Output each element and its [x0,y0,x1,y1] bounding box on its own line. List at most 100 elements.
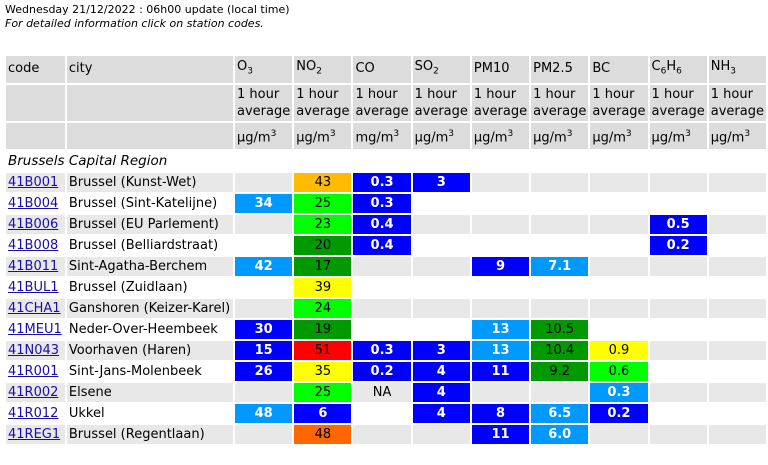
station-code-cell: 41B006 [6,214,65,234]
measurement-cell [649,361,707,381]
station-row: 41R002 Elsene 25 NA 4 0.3 [6,382,766,402]
measurement-cell [531,298,589,318]
air-quality-table: code city O3 NO2 CO SO2 PM10 PM2.5 BC C6H6 NH3 1 ho… [4,54,768,446]
measurement-cell [531,277,589,297]
measurement-cell: 25 [294,193,352,213]
measurement-cell [235,298,293,318]
measurement-cell: 11 [471,424,530,444]
measurement-cell [590,277,648,297]
station-row: 41B008 Brussel (Belliardstraat) 20 0.4 0.2 [6,235,766,255]
measurement-cell [235,235,293,255]
measurement-cell [708,424,766,444]
column-header-code-label: code [8,61,40,77]
measurement-cell: 9.2 [531,361,589,381]
measurement-cell: 19 [294,319,352,339]
station-code-link[interactable]: 41B008 [8,237,59,253]
unit-exponent: 3 [448,128,454,139]
column-header-city: city [66,56,234,83]
unit-label: µg/m3 [294,122,352,149]
measurement-cell [531,193,589,213]
station-code-cell: 41R012 [6,403,65,423]
measurement-cell [590,424,648,444]
station-code-link[interactable]: 41R002 [8,384,59,400]
column-header-pollutant: SO2 [412,56,470,83]
measurement-cell [471,298,530,318]
measurement-cell: 13 [471,340,530,360]
station-code-link[interactable]: 41REG1 [8,426,61,442]
measurement-cell [708,403,766,423]
measurement-cell [471,277,530,297]
measurement-cell: 0.5 [649,214,707,234]
measurement-cell: 4 [412,361,470,381]
column-header-pollutant: O3 [235,56,293,83]
measurement-cell: 20 [294,235,352,255]
station-code-link[interactable]: 41B011 [8,258,59,274]
station-code-link[interactable]: 41MEU1 [8,321,62,337]
station-code-link[interactable]: 41R012 [8,405,59,421]
column-header-pollutant: NO2 [294,56,352,83]
station-code-link[interactable]: 41B004 [8,195,59,211]
station-code-link[interactable]: 41R001 [8,363,59,379]
station-code-cell: 41N043 [6,340,65,360]
measurement-cell [708,340,766,360]
column-header-pollutant: PM2.5 [531,56,589,83]
station-city: Voorhaven (Haren) [66,340,234,360]
unit-text: µg/m [414,129,449,145]
measurement-cell [235,214,293,234]
measurement-cell [649,172,707,192]
station-code-cell: 41B008 [6,235,65,255]
measurement-cell: 0.6 [590,361,648,381]
unit-exponent: 3 [329,128,336,139]
measurement-cell: 0.3 [590,382,648,402]
station-code-link[interactable]: 41B001 [8,174,59,190]
averaging-period: 1 hour average [412,84,470,121]
header-blank [6,84,65,121]
column-header-pollutant: PM10 [471,56,530,83]
measurement-cell [353,319,411,339]
pollutant-subscript: 6 [660,66,667,77]
unit-exponent: 3 [566,128,573,139]
unit-text: µg/m [473,129,508,145]
measurement-cell [649,319,707,339]
measurement-cell: 3 [412,172,470,192]
measurement-cell [235,172,293,192]
measurement-cell: 11 [471,361,530,381]
measurement-cell [708,193,766,213]
station-city: Brussel (Zuidlaan) [66,277,234,297]
pollutant-subscript: 2 [316,66,322,77]
station-code-link[interactable]: 41N043 [8,342,60,358]
measurement-cell: 42 [235,256,293,276]
measurement-cell [708,256,766,276]
measurement-cell: 39 [294,277,352,297]
measurement-cell: 0.3 [353,340,411,360]
measurement-cell [235,382,293,402]
pollutant-subscript: 3 [247,66,253,77]
column-header-code: code [6,56,65,83]
measurement-cell: 4 [412,403,470,423]
unit-label: µg/m3 [531,122,589,149]
unit-exponent: 3 [270,128,277,139]
averaging-period: 1 hour average [353,84,411,121]
station-code-link[interactable]: 41BUL1 [8,279,59,295]
unit-label: µg/m3 [471,122,530,149]
averaging-period: 1 hour average [235,84,293,121]
measurement-cell [649,298,707,318]
station-row: 41B011 Sint-Agatha-Berchem 42 17 9 7.1 [6,256,766,276]
measurement-cell: 13 [471,319,530,339]
measurement-cell [708,172,766,192]
instruction-text: For detailed information click on statio… [5,17,264,30]
unit-text: µg/m [296,129,330,145]
pollutant-subscript: 3 [730,66,736,77]
station-city: Brussel (Belliardstraat) [66,235,234,255]
station-code-cell: 41REG1 [6,424,65,444]
measurement-cell: 9 [471,256,530,276]
measurement-cell: 17 [294,256,352,276]
station-code-link[interactable]: 41CHA1 [8,300,61,316]
unit-text: µg/m [592,129,626,145]
unit-exponent: 3 [685,128,691,139]
station-city: Neder-Over-Heembeek [66,319,234,339]
station-code-link[interactable]: 41B006 [8,216,59,232]
measurement-cell [412,298,470,318]
pollutant-subscript: 6 [676,66,682,77]
measurement-cell [708,277,766,297]
